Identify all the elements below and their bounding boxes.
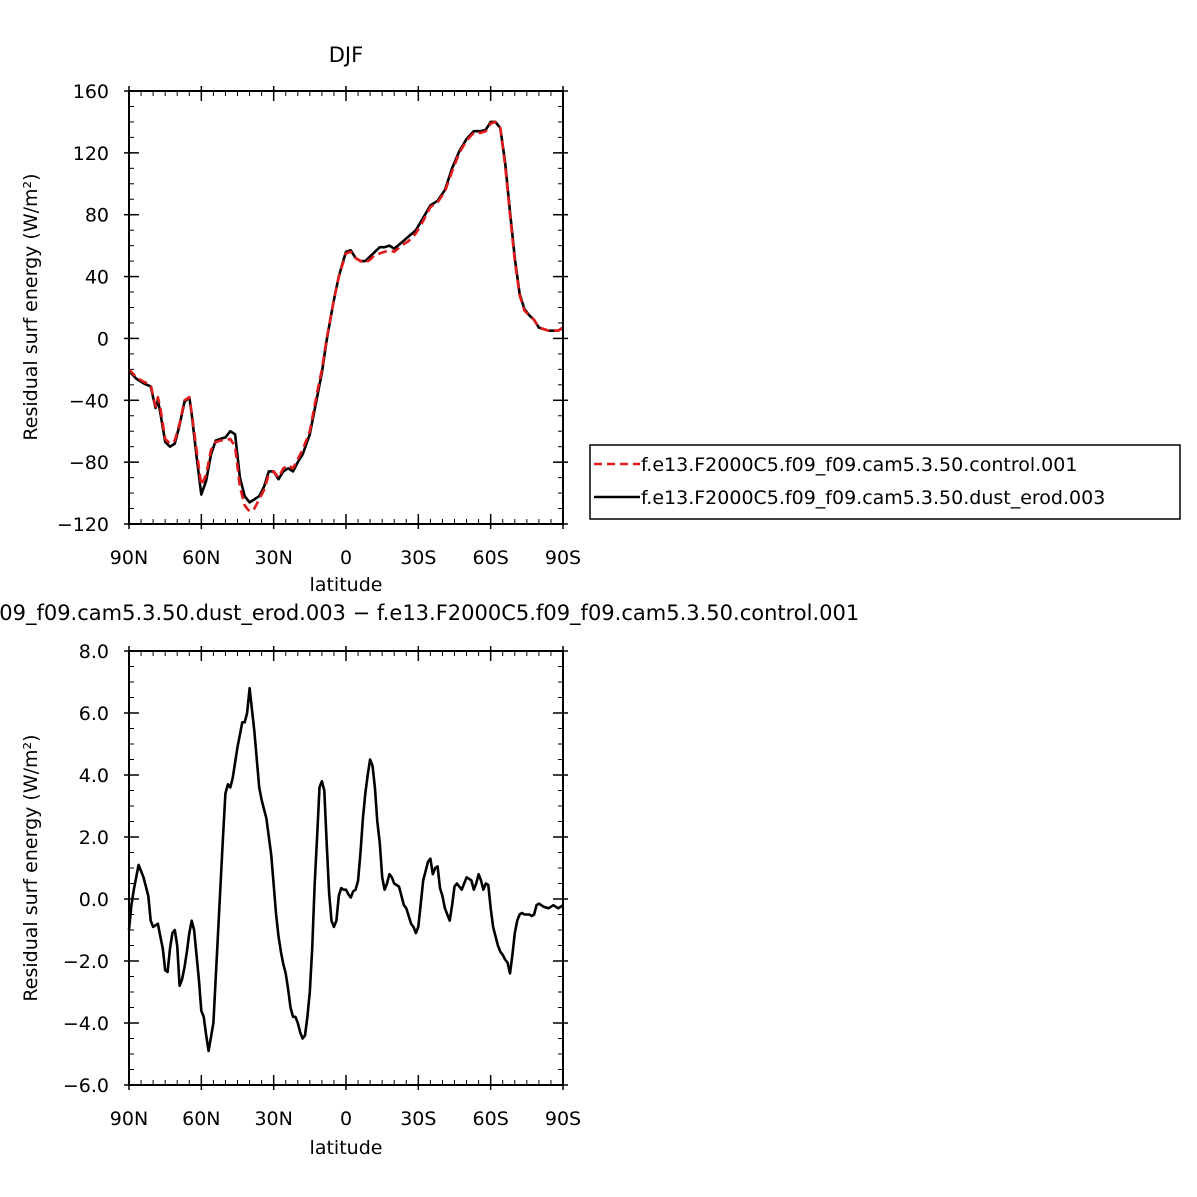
bottom-chart-title: f.e13.F2000C5.f09_f09.cam5.3.50.dust_ero… xyxy=(0,601,859,626)
legend-label-control: f.e13.F2000C5.f09_f09.cam5.3.50.control.… xyxy=(641,454,1077,476)
top-x-tick-label: 60N xyxy=(182,547,220,569)
top-y-tick-label: 0 xyxy=(97,328,109,350)
bottom-y-tick-label: 6.0 xyxy=(79,703,109,725)
bottom-x-tick-label: 30N xyxy=(254,1108,292,1130)
bottom-x-tick-label: 90S xyxy=(545,1108,581,1130)
top-x-tick-label: 30N xyxy=(254,547,292,569)
bottom-y-tick-label: −2.0 xyxy=(63,951,109,973)
top-y-tick-label: −120 xyxy=(57,514,109,536)
bottom-y-tick-label: 0.0 xyxy=(79,889,109,911)
top-y-tick-label: 40 xyxy=(85,267,109,289)
top-x-tick-label: 60S xyxy=(473,547,509,569)
bottom-chart-ticks: 90N 60N 30N 0 30S 60S 90S −6.0 −4.0 −2.0 0.0 2.0 4.0… xyxy=(63,641,581,1130)
bottom-x-tick-label: 0 xyxy=(340,1108,352,1130)
legend: f.e13.F2000C5.f09_f09.cam5.3.50.control.… xyxy=(589,444,1181,520)
top-chart-ylabel: Residual surf energy (W/m²) xyxy=(20,173,42,440)
bottom-y-tick-label: −4.0 xyxy=(63,1013,109,1035)
top-x-tick-label: 90N xyxy=(110,547,148,569)
top-chart: DJF 90N 60N 30N 0 30S 60S 90S −120 −80 −40 0 40 80 12… xyxy=(20,43,1181,596)
bottom-x-tick-label: 60N xyxy=(182,1108,220,1130)
top-y-tick-label: 80 xyxy=(85,205,109,227)
bottom-y-tick-label: −6.0 xyxy=(63,1075,109,1097)
bottom-chart-frame xyxy=(128,650,564,1086)
bottom-series-line-0 xyxy=(127,686,564,1053)
legend-label-dust-erod: f.e13.F2000C5.f09_f09.cam5.3.50.dust_ero… xyxy=(641,487,1105,509)
bottom-chart-ylabel: Residual surf energy (W/m²) xyxy=(20,734,42,1001)
top-chart-xlabel: latitude xyxy=(310,574,383,596)
bottom-y-tick-label: 8.0 xyxy=(79,641,109,663)
top-chart-title: DJF xyxy=(329,43,363,67)
top-x-tick-label: 90S xyxy=(545,547,581,569)
top-y-tick-label: 120 xyxy=(73,143,109,165)
top-series-line-0 xyxy=(128,120,564,513)
bottom-y-tick-label: 4.0 xyxy=(79,765,109,787)
top-y-tick-label: −40 xyxy=(69,390,109,412)
bottom-x-tick-label: 60S xyxy=(473,1108,509,1130)
bottom-x-tick-label: 90N xyxy=(110,1108,148,1130)
bottom-x-tick-label: 30S xyxy=(400,1108,436,1130)
bottom-chart-xlabel: latitude xyxy=(310,1137,383,1159)
top-chart-frame xyxy=(128,90,564,525)
top-chart-ticks: 90N 60N 30N 0 30S 60S 90S −120 −80 −40 0 40 80 120 160 xyxy=(57,81,581,569)
top-chart-series xyxy=(128,120,564,513)
top-y-tick-label: 160 xyxy=(73,81,109,103)
bottom-y-tick-label: 2.0 xyxy=(79,827,109,849)
top-x-tick-label: 0 xyxy=(340,547,352,569)
top-x-tick-label: 30S xyxy=(400,547,436,569)
bottom-chart-series xyxy=(127,686,564,1053)
top-y-tick-label: −80 xyxy=(69,452,109,474)
bottom-chart: f.e13.F2000C5.f09_f09.cam5.3.50.dust_ero… xyxy=(0,601,859,1159)
legend-box xyxy=(589,444,1181,520)
